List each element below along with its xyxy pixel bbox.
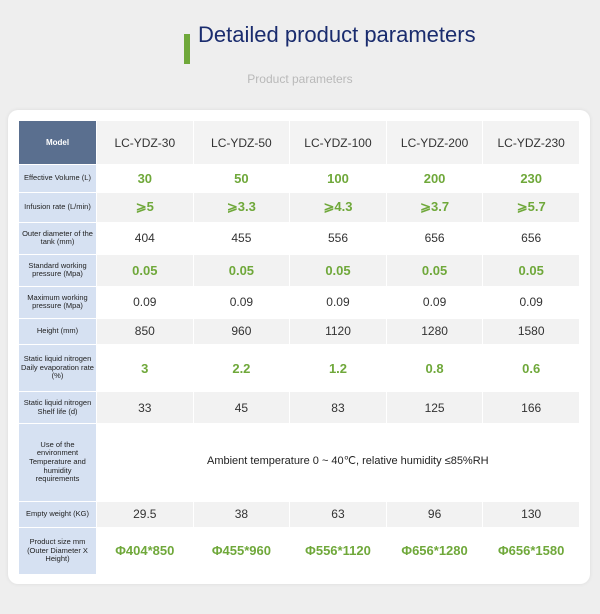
table-row: Outer diameter of the tank (mm) 404 455 … bbox=[18, 221, 580, 255]
table-cell: Φ556*1120 bbox=[289, 526, 387, 576]
model-column-header: LC-YDZ-50 bbox=[192, 120, 291, 165]
table-cell: 33 bbox=[96, 391, 194, 425]
row-label: Product size mm (Outer Diameter X Height… bbox=[18, 526, 97, 576]
table-row: Effective Volume (L) 30 50 100 200 230 bbox=[18, 163, 580, 194]
table-cell: 0.09 bbox=[96, 285, 194, 319]
table-row: Standard working pressure (Mpa) 0.05 0.0… bbox=[18, 253, 580, 287]
table-cell: 50 bbox=[192, 163, 291, 194]
row-label: Outer diameter of the tank (mm) bbox=[18, 221, 97, 255]
table-cell: 166 bbox=[482, 391, 580, 425]
table-cell: 1280 bbox=[385, 317, 484, 346]
row-label: Use of the environment Temperature and h… bbox=[18, 423, 97, 502]
table-cell: 29.5 bbox=[96, 500, 194, 528]
table-cell: ⩾3.3 bbox=[192, 192, 291, 223]
table-cell: 1120 bbox=[289, 317, 387, 346]
table-cell: 1.2 bbox=[289, 344, 387, 393]
table-cell: ⩾5.7 bbox=[482, 192, 580, 223]
row-label: Infusion rate (L/min) bbox=[18, 192, 97, 223]
table-cell: 0.05 bbox=[192, 253, 291, 287]
table-cell: 130 bbox=[482, 500, 580, 528]
parameters-card: Model LC-YDZ-30 LC-YDZ-50 LC-YDZ-100 LC-… bbox=[8, 110, 590, 584]
table-row: Empty weight (KG) 29.5 38 63 96 130 bbox=[18, 500, 580, 528]
model-column-header: LC-YDZ-100 bbox=[289, 120, 387, 165]
table-cell: 30 bbox=[96, 163, 194, 194]
table-row: Static liquid nitrogen Shelf life (d) 33… bbox=[18, 391, 580, 425]
table-cell: 3 bbox=[96, 344, 194, 393]
model-column-header: LC-YDZ-200 bbox=[385, 120, 484, 165]
table-cell: Φ656*1280 bbox=[385, 526, 484, 576]
table-cell: 96 bbox=[385, 500, 484, 528]
row-label: Effective Volume (L) bbox=[18, 163, 97, 194]
table-row: Height (mm) 850 960 1120 1280 1580 bbox=[18, 317, 580, 346]
table-cell: 83 bbox=[289, 391, 387, 425]
table-cell: 455 bbox=[192, 221, 291, 255]
table-cell: 0.05 bbox=[289, 253, 387, 287]
table-cell: 0.8 bbox=[385, 344, 484, 393]
table-row: Use of the environment Temperature and h… bbox=[18, 423, 580, 502]
row-label: Empty weight (KG) bbox=[18, 500, 97, 528]
table-cell: 0.09 bbox=[482, 285, 580, 319]
table-cell: Φ404*850 bbox=[96, 526, 194, 576]
table-row: Maximum working pressure (Mpa) 0.09 0.09… bbox=[18, 285, 580, 319]
row-label: Standard working pressure (Mpa) bbox=[18, 253, 97, 287]
table-cell: 1580 bbox=[482, 317, 580, 346]
table-cell: 230 bbox=[482, 163, 580, 194]
table-cell: Φ656*1580 bbox=[482, 526, 580, 576]
table-cell: ⩾3.7 bbox=[385, 192, 484, 223]
table-cell: 63 bbox=[289, 500, 387, 528]
table-cell: 100 bbox=[289, 163, 387, 194]
table-cell: 0.05 bbox=[385, 253, 484, 287]
table-cell: 2.2 bbox=[192, 344, 291, 393]
table-row: Infusion rate (L/min) ⩾5 ⩾3.3 ⩾4.3 ⩾3.7 … bbox=[18, 192, 580, 223]
table-cell: 404 bbox=[96, 221, 194, 255]
table-cell: 0.05 bbox=[482, 253, 580, 287]
table-header-row: Model LC-YDZ-30 LC-YDZ-50 LC-YDZ-100 LC-… bbox=[18, 120, 580, 165]
table-cell: 200 bbox=[385, 163, 484, 194]
page-subtitle: Product parameters bbox=[247, 72, 353, 86]
table-cell: 0.09 bbox=[192, 285, 291, 319]
table-cell: 0.05 bbox=[96, 253, 194, 287]
table-cell: 960 bbox=[192, 317, 291, 346]
title-accent-bar bbox=[184, 34, 190, 64]
row-label: Static liquid nitrogen Daily evaporation… bbox=[18, 344, 97, 393]
table-row: Static liquid nitrogen Daily evaporation… bbox=[18, 344, 580, 393]
table-cell: 125 bbox=[385, 391, 484, 425]
table-cell: 656 bbox=[482, 221, 580, 255]
model-column-header: LC-YDZ-230 bbox=[482, 120, 580, 165]
model-column-header: LC-YDZ-30 bbox=[96, 120, 194, 165]
table-cell: Φ455*960 bbox=[192, 526, 291, 576]
table-cell: 850 bbox=[96, 317, 194, 346]
row-label: Height (mm) bbox=[18, 317, 97, 346]
merged-environment-cell: Ambient temperature 0 ~ 40℃, relative hu… bbox=[96, 423, 580, 502]
table-cell: 0.09 bbox=[289, 285, 387, 319]
table-cell: 45 bbox=[192, 391, 291, 425]
page-title: Detailed product parameters bbox=[198, 22, 476, 47]
table-cell: ⩾5 bbox=[96, 192, 194, 223]
table-cell: 556 bbox=[289, 221, 387, 255]
row-label: Static liquid nitrogen Shelf life (d) bbox=[18, 391, 97, 425]
table-cell: 38 bbox=[192, 500, 291, 528]
row-label: Maximum working pressure (Mpa) bbox=[18, 285, 97, 319]
table-cell: 0.09 bbox=[385, 285, 484, 319]
model-header-cell: Model bbox=[18, 120, 97, 165]
table-cell: 0.6 bbox=[482, 344, 580, 393]
table-cell: 656 bbox=[385, 221, 484, 255]
table-row: Product size mm (Outer Diameter X Height… bbox=[18, 526, 580, 576]
parameters-table: Model LC-YDZ-30 LC-YDZ-50 LC-YDZ-100 LC-… bbox=[18, 120, 580, 576]
table-cell: ⩾4.3 bbox=[289, 192, 387, 223]
